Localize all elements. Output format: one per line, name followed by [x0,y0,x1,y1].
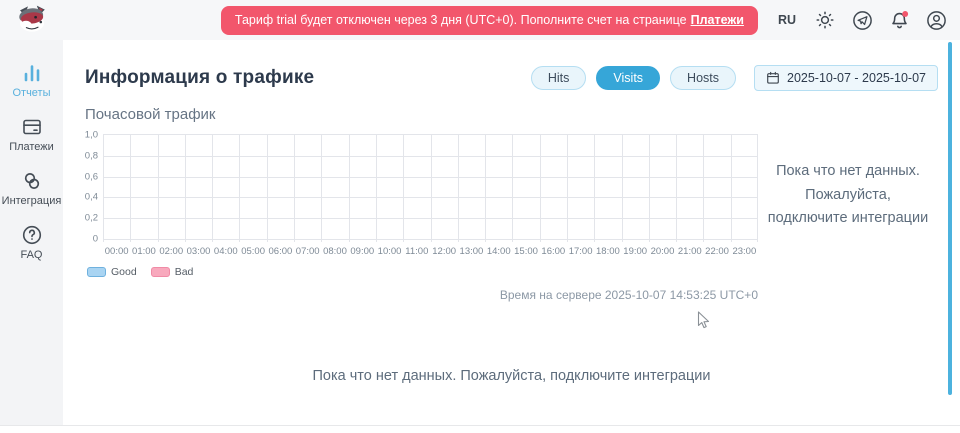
sidebar-nav: Отчеты Платежи Интеграция FAQ [0,40,63,425]
sidebar-item-label: Платежи [9,141,54,153]
x-tick-label: 17:00 [568,246,593,257]
page-title: Информация о трафике [85,67,315,88]
trial-banner: Тариф trial будет отключен через 3 дня (… [220,5,758,35]
x-tick-label: 13:00 [459,246,484,257]
main-content: Информация о трафике Hits Visits Hosts 2… [63,40,960,425]
sidebar-item-faq[interactable]: FAQ [0,224,63,261]
notification-badge [901,10,908,17]
date-range-picker[interactable]: 2025-10-07 - 2025-10-07 [754,65,938,91]
y-tick-label: 0,2 [84,212,98,224]
x-tick-label: 00:00 [104,246,129,257]
title-row: Информация о трафике Hits Visits Hosts 2… [85,64,938,92]
tab-visits[interactable]: Visits [596,66,661,90]
x-tick-label: 09:00 [350,246,375,257]
bell-icon [891,10,908,28]
tab-hits[interactable]: Hits [530,66,587,90]
page-bottom-strip [0,425,960,433]
sidebar-item-label: Отчеты [12,87,51,99]
x-tick-label: 22:00 [705,246,729,257]
hourly-traffic-chart: 0 0,2 0,4 0,6 0,8 1,0 00:00 01:00 02:00 03:00 04:… [85,130,758,302]
x-tick-label: 02:00 [159,246,184,257]
language-switcher[interactable]: RU [777,13,796,27]
legend-swatch [150,267,170,277]
theme-toggle-button[interactable] [811,6,839,34]
x-tick-label: 04:00 [213,246,238,257]
traffic-controls: Hits Visits Hosts 2025-10-07 - 2025-10-0… [530,65,938,91]
y-tick-label: 1,0 [84,129,98,141]
x-tick-label: 06:00 [268,246,293,257]
x-tick-label: 23:00 [732,246,757,257]
legend-item-good[interactable]: Good [87,266,137,278]
date-range-value: 2025-10-07 - 2025-10-07 [787,71,926,85]
top-bar: Тариф trial будет отключен через 3 дня (… [0,0,960,40]
calendar-icon [767,71,779,84]
x-tick-label: 05:00 [241,246,265,257]
vertical-scrollbar[interactable] [948,42,952,395]
legend-item-bad[interactable]: Bad [150,266,194,278]
server-time: Время на сервере 2025-10-07 14:53:25 UTC… [499,288,758,302]
empty-state-side-text: Пока что нет данных. Пожалуйста, подключ… [767,162,929,227]
profile-icon [926,10,946,30]
trial-banner-text: Тариф trial будет отключен через 3 дня (… [234,13,687,27]
x-tick-label: 20:00 [650,246,675,257]
chart-legend: Good Bad [87,266,758,278]
question-icon [22,225,41,245]
legend-label: Good [111,266,137,278]
telegram-icon [852,10,872,30]
banner-payments-link[interactable]: Платежи [690,13,744,27]
tab-hosts[interactable]: Hosts [670,66,736,90]
x-tick-label: 19:00 [623,246,648,257]
x-tick-label: 10:00 [377,246,402,257]
x-tick-label: 11:00 [405,246,429,257]
bar-chart-icon [24,65,39,82]
sun-icon [816,11,834,29]
y-tick-label: 0,8 [84,150,98,162]
chart-title: Почасовой трафик [85,106,216,123]
chart-x-axis: 00:00 01:00 02:00 03:00 04:00 05:00 06:00 07:00… [103,246,758,258]
empty-state-bottom: Пока что нет данных. Пожалуйста, подключ… [312,368,711,384]
integration-link-icon [24,173,39,189]
sidebar-item-integration[interactable]: Интеграция [0,170,63,207]
raccoon-logo-icon [19,5,45,32]
chart-plot: 0 0,2 0,4 0,6 0,8 1,0 [85,130,758,245]
legend-swatch [87,267,106,277]
x-tick-label: 21:00 [677,246,702,257]
x-tick-label: 14:00 [486,246,511,257]
chart-row: 0 0,2 0,4 0,6 0,8 1,0 00:00 01:00 02:00 03:00 04:… [85,130,938,303]
payment-card-icon [22,119,41,135]
x-tick-label: 12:00 [432,246,457,257]
y-tick-label: 0 [92,233,98,245]
sidebar-item-label: Интеграция [1,195,62,207]
notifications-button[interactable] [885,6,913,34]
sidebar-item-label: FAQ [20,249,43,261]
empty-state-side: Пока что нет данных. Пожалуйста, подключ… [758,135,938,302]
sidebar-item-payments[interactable]: Платежи [0,116,63,153]
x-tick-label: 07:00 [295,246,320,257]
sidebar-item-reports[interactable]: Отчеты [0,62,63,99]
x-tick-label: 18:00 [596,246,620,257]
x-tick-label: 15:00 [514,246,538,257]
x-tick-label: 03:00 [186,246,211,257]
y-tick-label: 0,6 [84,171,98,183]
telegram-button[interactable] [848,6,876,34]
raccoon-logo[interactable] [14,3,50,37]
header-actions: RU [772,6,950,34]
profile-button[interactable] [922,6,950,34]
x-tick-label: 16:00 [541,246,566,257]
y-tick-label: 0,4 [84,191,98,203]
x-tick-label: 08:00 [323,246,347,257]
legend-label: Bad [174,266,194,278]
x-tick-label: 01:00 [132,246,156,257]
